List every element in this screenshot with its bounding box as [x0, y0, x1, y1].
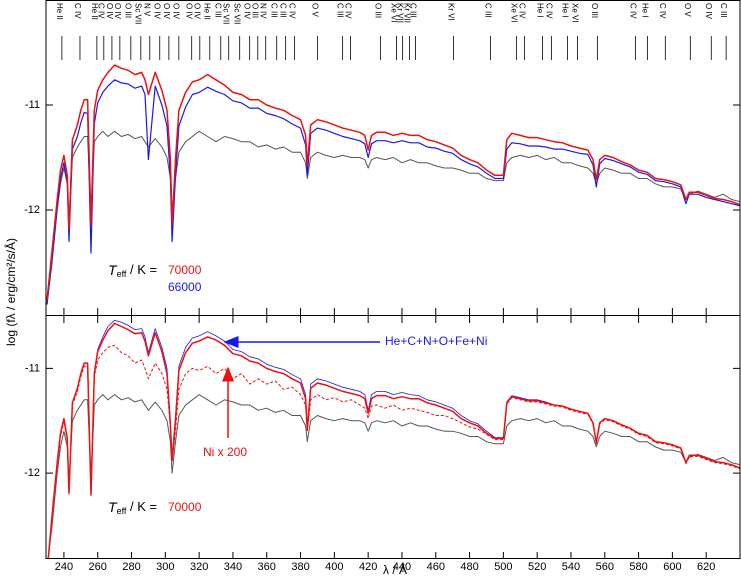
line-id-label: Xe VI [509, 3, 518, 23]
spectrum-line [46, 130, 740, 305]
y-tick-label: -12 [24, 467, 40, 479]
line-id-label: C IV [97, 3, 106, 19]
frame [45, 0, 741, 559]
x-tick-label: 280 [122, 561, 140, 573]
line-id-label: C IV [544, 3, 553, 19]
line-id-label: O IV [193, 3, 202, 20]
y-tick-label: -11 [25, 362, 40, 374]
teff-label: Teff / K = [108, 499, 157, 517]
y-axis-label: log (fλ / erg/cm²/s/Å) [3, 238, 18, 346]
line-id-label: He I [535, 3, 544, 18]
x-tick-label: 480 [460, 561, 478, 573]
line-id-label: He II [203, 3, 212, 20]
spectrum-line [47, 319, 740, 559]
line-id-label: O V [683, 3, 692, 17]
x-tick-label: 600 [663, 561, 681, 573]
line-id-label: O III [590, 3, 599, 18]
teff-symbol: T [108, 499, 118, 515]
line-id-label: He II [90, 3, 99, 20]
series-group [47, 319, 740, 559]
x-tick-label: 580 [629, 561, 647, 573]
teff-subscript: eff [117, 269, 127, 279]
line-id-label: O IV [243, 3, 252, 20]
line-id-label: O III [251, 3, 260, 18]
line-id-label: N IV [259, 3, 268, 19]
x-tick-label: 520 [528, 561, 546, 573]
series-group [46, 64, 740, 305]
line-id-label: C III [408, 3, 417, 18]
line-id-label: Xe VI [570, 3, 579, 23]
line-id-label: O V [311, 3, 320, 17]
legend-entry: 70000 [168, 500, 202, 514]
line-id-label: O IV [105, 3, 114, 20]
x-tick-label: 320 [190, 561, 208, 573]
spectrum-line [47, 322, 740, 559]
x-tick-label: 240 [55, 561, 73, 573]
teff-subscript: eff [117, 506, 127, 516]
line-id-label: O IV [162, 3, 171, 20]
teff-label: Teff / K = [108, 262, 157, 280]
line-id-label: O III [373, 3, 382, 18]
line-id-label: C IV [517, 3, 526, 19]
line-id-label: He II [55, 3, 64, 20]
line-id-label: C IV [73, 3, 82, 19]
x-tick-label: 460 [427, 561, 445, 573]
x-tick-label: 560 [596, 561, 614, 573]
line-id-label: C III [336, 3, 345, 18]
x-tick-label: 340 [224, 561, 242, 573]
line-id-label: O IV [185, 3, 194, 20]
y-tick-label: -11 [25, 99, 40, 111]
teff-symbol: T [108, 262, 118, 278]
x-tick-label: 260 [89, 561, 107, 573]
x-tick-label: 360 [258, 561, 276, 573]
line-id-label: O III [124, 3, 133, 18]
line-id-label: Kr VI [446, 3, 455, 21]
line-id-label: O IV [153, 3, 162, 20]
teff-unit: / K = [126, 499, 157, 514]
legend-entry: 70000 [168, 263, 202, 277]
line-id-label: O IV [172, 3, 181, 20]
line-id-label: C IV [658, 3, 667, 19]
annotation: He+C+N+O+Fe+Ni [385, 334, 487, 348]
spectrum-line [47, 394, 740, 559]
spectrum-line [47, 344, 740, 559]
x-tick-label: 540 [562, 561, 580, 573]
x-tick-label: 420 [359, 561, 377, 573]
line-id-label: Xe VI [389, 3, 398, 23]
line-id-label: C III [270, 3, 279, 18]
line-id-label: C III [483, 3, 492, 18]
line-id-label: C IV [628, 3, 637, 19]
line-id-label: C III [214, 3, 223, 18]
x-tick-label: 400 [325, 561, 343, 573]
line-id-label: He I [560, 3, 569, 18]
y-tick-label: -12 [24, 204, 40, 216]
teff-unit: / K = [126, 262, 157, 277]
annotation: Ni x 200 [203, 445, 247, 459]
line-id-label: C IV [288, 3, 297, 19]
line-id-label: N V [143, 3, 152, 17]
legend-entry: 66000 [168, 280, 202, 294]
line-id-label: Sc VII [222, 3, 231, 24]
line-id-label: Kr VII [402, 3, 411, 23]
x-axis-label: λ / Å [383, 562, 407, 577]
spectrum-line [46, 79, 740, 305]
line-id-label: C IV [343, 3, 352, 19]
line-id-label: O IV [113, 3, 122, 20]
line-id-label: Sc VII [134, 3, 143, 24]
x-tick-label: 620 [697, 561, 715, 573]
x-tick-label: 380 [291, 561, 309, 573]
spectrum-line [46, 64, 740, 301]
line-id-label: He I [640, 3, 649, 18]
x-tick-label: 500 [494, 561, 512, 573]
line-id-label: Kr VII [396, 3, 405, 23]
line-id-label: C III [719, 3, 728, 18]
x-tick-label: 440 [393, 561, 411, 573]
line-id-label: Sc VII [233, 3, 242, 24]
x-tick-label: 300 [156, 561, 174, 573]
line-id-label: O IV [704, 3, 713, 20]
line-id-label: C III [279, 3, 288, 18]
